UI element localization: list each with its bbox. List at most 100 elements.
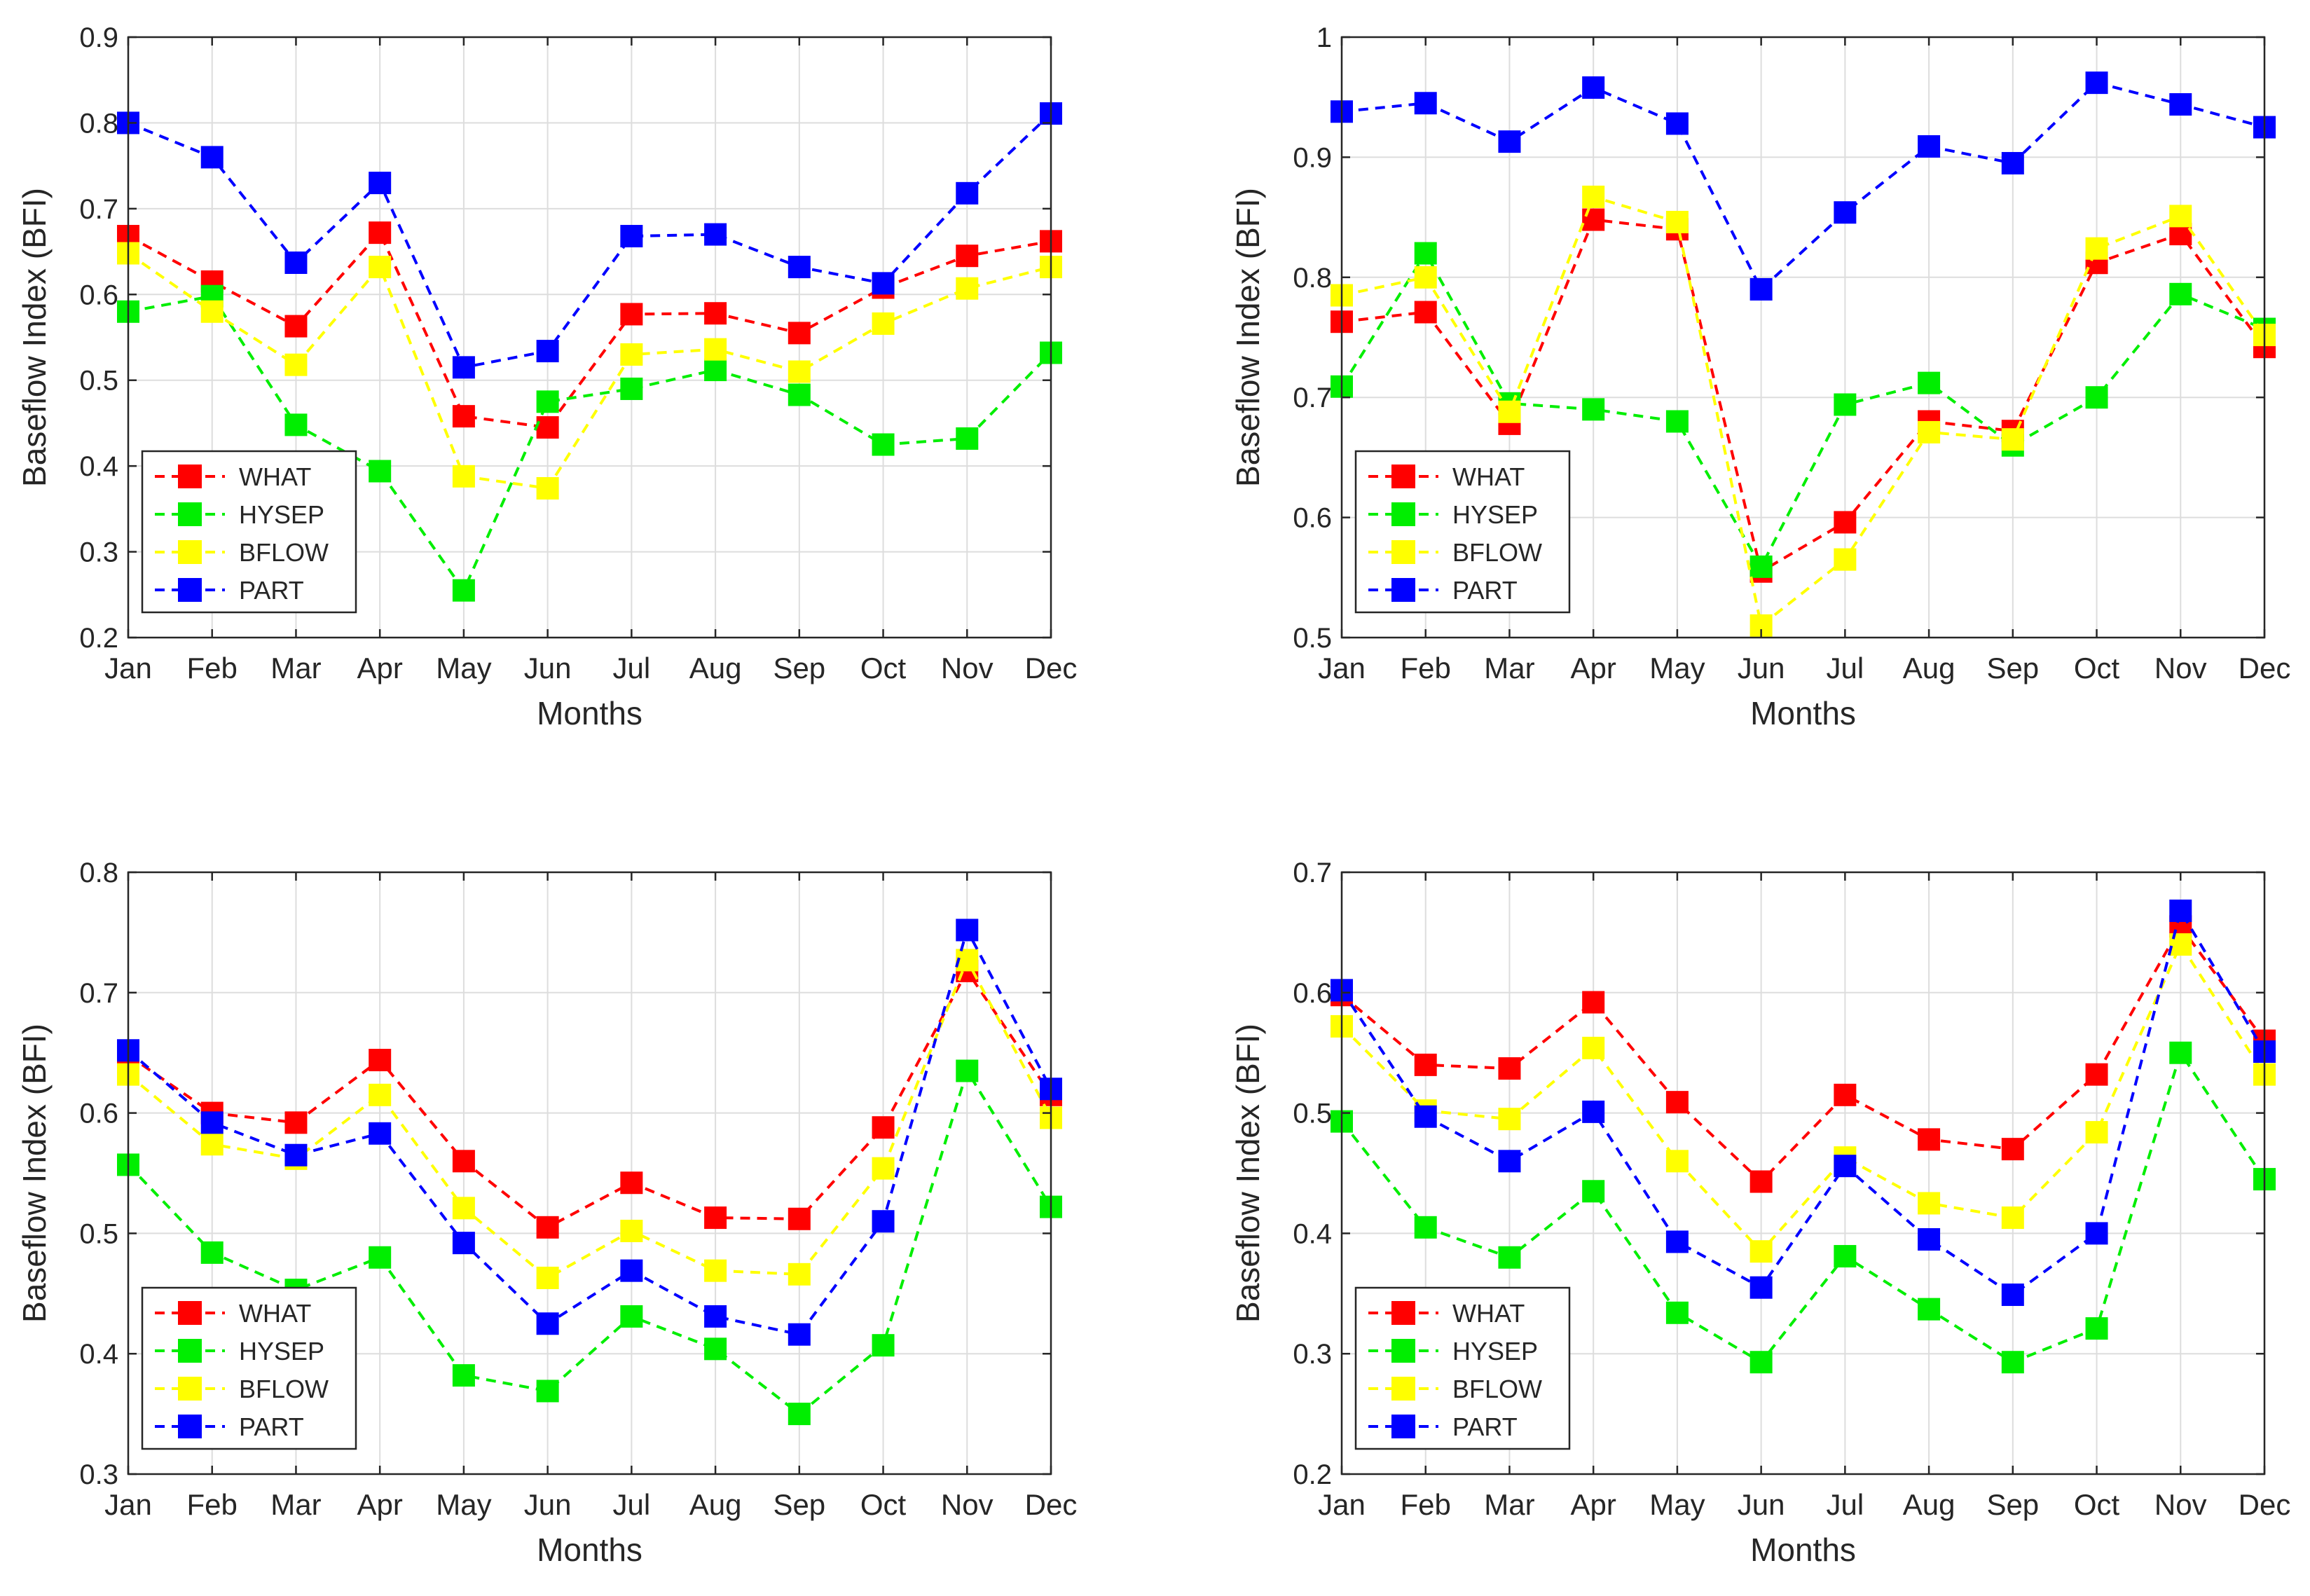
y-tick-label: 0.7 <box>1293 383 1332 413</box>
x-tick-label: Jun <box>1738 652 1785 685</box>
series-line-part <box>127 926 1052 1336</box>
data-point-bflow <box>369 256 392 279</box>
series-line-part <box>128 112 1052 369</box>
axes-box <box>1340 36 2266 639</box>
y-tick-label: 1 <box>1316 22 1332 53</box>
data-point-part <box>1414 1105 1437 1128</box>
legend-label-bflow: BFLOW <box>1452 538 1542 567</box>
data-point-part <box>1918 135 1941 158</box>
x-tick-label: Dec <box>2239 652 2291 685</box>
x-tick-label: Jan <box>104 652 152 685</box>
data-point-what <box>704 302 727 325</box>
data-point-part <box>1918 1227 1941 1251</box>
data-point-bflow <box>704 338 727 361</box>
y-axis-label: Baseflow Index (BFI) <box>16 1024 53 1323</box>
legend-box <box>141 1286 357 1450</box>
legend-label-part: PART <box>1452 576 1518 605</box>
data-point-bflow <box>1918 1192 1941 1215</box>
series-part <box>117 102 1062 379</box>
data-point-hysep <box>536 390 559 413</box>
legend-marker-hysep <box>1391 502 1415 526</box>
data-point-what <box>2001 1138 2024 1161</box>
legend: WHAT HYSEP BFLOW PART <box>1354 450 1571 614</box>
legend-marker-hysep <box>178 1339 202 1363</box>
x-tick-label: Apr <box>1571 1488 1616 1521</box>
data-point-bflow <box>1498 1108 1521 1131</box>
data-point-what <box>536 1216 559 1239</box>
data-point-part <box>1749 277 1773 301</box>
data-point-what <box>1414 1053 1437 1076</box>
legend-label-hysep: HYSEP <box>239 1337 324 1365</box>
x-tick-label: Jun <box>524 652 572 685</box>
legend-label-what: WHAT <box>239 1299 311 1328</box>
data-point-hysep <box>1414 242 1437 265</box>
x-tick-label: Jul <box>613 652 651 685</box>
data-point-what <box>369 1049 392 1072</box>
data-point-hysep <box>956 427 979 450</box>
y-tick-label: 0.5 <box>1293 1099 1332 1129</box>
x-tick-label: Jan <box>104 1488 152 1521</box>
data-point-hysep <box>536 1380 559 1403</box>
data-point-part <box>200 1111 224 1134</box>
y-tick-label: 0.3 <box>79 1459 118 1490</box>
data-point-bflow <box>2085 1121 2108 1144</box>
x-tick-label: Oct <box>860 652 907 685</box>
data-point-hysep <box>2085 386 2108 409</box>
data-point-part <box>284 1143 308 1167</box>
data-point-what <box>704 1206 727 1230</box>
legend-marker-what <box>1391 465 1415 488</box>
x-tick-label: Feb <box>1401 1488 1451 1521</box>
x-tick-label: Nov <box>2154 652 2207 685</box>
x-axis-label: Months <box>1750 1532 1856 1568</box>
data-point-part <box>872 272 895 295</box>
data-point-bflow <box>2085 237 2108 260</box>
data-point-part <box>788 256 811 279</box>
data-point-bflow <box>956 277 979 300</box>
data-point-part <box>704 1305 727 1328</box>
data-point-hysep <box>452 579 475 602</box>
data-point-part <box>1498 1150 1521 1173</box>
y-tick-label: 0.9 <box>79 22 118 53</box>
data-point-hysep <box>1834 393 1857 416</box>
data-point-part <box>452 356 475 379</box>
y-tick-label: 0.4 <box>79 1339 118 1370</box>
x-tick-label: Sep <box>773 652 825 685</box>
x-axis-label: Months <box>1750 695 1856 731</box>
x-tick-label: Mar <box>1484 652 1534 685</box>
data-point-what <box>1834 511 1857 534</box>
data-point-what <box>536 416 559 439</box>
axes-box <box>127 871 1052 1475</box>
x-tick-label: Dec <box>1025 1488 1078 1521</box>
series-line-what <box>1340 923 2266 1184</box>
y-tick-label: 0.4 <box>1293 1218 1332 1249</box>
series-line-hysep <box>1340 250 2265 570</box>
data-point-what <box>452 405 475 428</box>
legend-label-bflow: BFLOW <box>1452 1375 1542 1403</box>
series-line-part <box>1340 907 2266 1297</box>
data-point-part <box>1665 1230 1689 1253</box>
data-point-hysep <box>284 413 308 436</box>
data-point-what <box>1414 301 1437 324</box>
x-tick-label: Jan <box>1318 652 1366 685</box>
data-point-hysep <box>1749 1351 1773 1374</box>
y-tick-label: 0.5 <box>1293 623 1332 654</box>
x-tick-label: Sep <box>1986 652 2039 685</box>
x-tick-label: Oct <box>2074 1488 2120 1521</box>
x-tick-label: Oct <box>2074 652 2120 685</box>
y-tick-label: 0.7 <box>79 978 118 1009</box>
legend-label-bflow: BFLOW <box>239 1375 329 1403</box>
data-point-part <box>1665 112 1689 135</box>
data-point-bflow <box>704 1259 727 1282</box>
legend-label-part: PART <box>239 576 304 605</box>
data-point-what <box>2085 1063 2108 1086</box>
data-point-bflow <box>200 1133 224 1156</box>
y-tick-label: 0.3 <box>79 537 118 568</box>
data-point-part <box>1582 76 1605 99</box>
y-tick-label: 0.3 <box>1293 1339 1332 1370</box>
chart-panel-bottom-left: 0.3 0.4 0.5 0.6 0.7 0.8 Jan Feb Mar Apr May Jun Jul A… <box>16 858 1077 1568</box>
legend-marker-what <box>178 1301 202 1325</box>
data-point-hysep <box>1414 1216 1437 1239</box>
data-point-what <box>788 322 811 345</box>
series-bflow <box>117 949 1062 1289</box>
